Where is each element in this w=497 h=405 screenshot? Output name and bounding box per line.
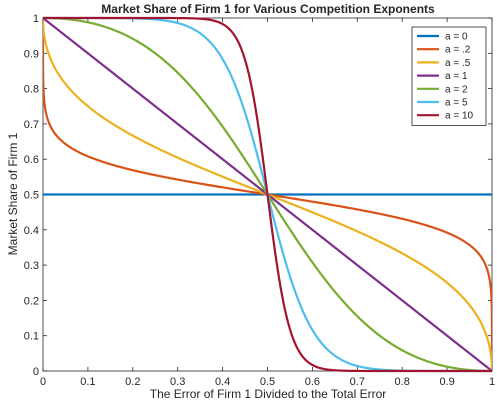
- legend-entry-label: a = 10: [445, 111, 474, 122]
- series-line-a10: [43, 16, 492, 373]
- legend-entry-label: a = 0: [445, 32, 468, 43]
- y-tick-label: 1: [33, 13, 39, 25]
- y-tick-label: 0: [33, 366, 39, 378]
- x-tick-label: 0.3: [170, 376, 185, 388]
- legend-entry-label: a = 5: [445, 98, 468, 109]
- x-tick-label: 0.9: [439, 376, 454, 388]
- legend-entry-label: a = .5: [445, 58, 471, 69]
- y-tick-label: 0.1: [24, 331, 39, 343]
- x-tick-label: 0.2: [125, 376, 140, 388]
- series-group: [43, 16, 492, 373]
- y-tick-label: 0.5: [24, 190, 39, 202]
- legend: a = 0 a = .2 a = .5 a = 1 a = 2 a = 5 a = 10: [411, 26, 487, 126]
- x-tick-label: 0.4: [215, 376, 230, 388]
- x-tick-label: 0.5: [260, 376, 275, 388]
- legend-entry-label: a = .2: [445, 45, 471, 56]
- legend-entry-label: a = 1: [445, 71, 468, 82]
- y-tick-label: 0.4: [24, 225, 39, 237]
- y-tick-label: 0.8: [24, 84, 39, 96]
- x-axis-title: The Error of Firm 1 Divided to the Total…: [150, 387, 387, 401]
- chart-title: Market Share of Firm 1 for Various Compe…: [101, 2, 435, 16]
- y-axis-title: Market Share of Firm 1: [6, 132, 20, 255]
- x-tick-label: 0.1: [80, 376, 95, 388]
- x-tick-label: 1: [489, 376, 495, 388]
- y-tick-label: 0.2: [24, 295, 39, 307]
- legend-entry-label: a = 2: [445, 84, 468, 95]
- x-tick-label: 0.7: [350, 376, 365, 388]
- y-tick-label: 0.9: [24, 48, 39, 60]
- y-tick-label: 0.7: [24, 119, 39, 131]
- x-tick-label: 0.6: [305, 376, 320, 388]
- x-tick-label: 0.8: [395, 376, 410, 388]
- x-tick-label: 0: [40, 376, 46, 388]
- y-tick-label: 0.3: [24, 260, 39, 272]
- y-tick-label: 0.6: [24, 154, 39, 166]
